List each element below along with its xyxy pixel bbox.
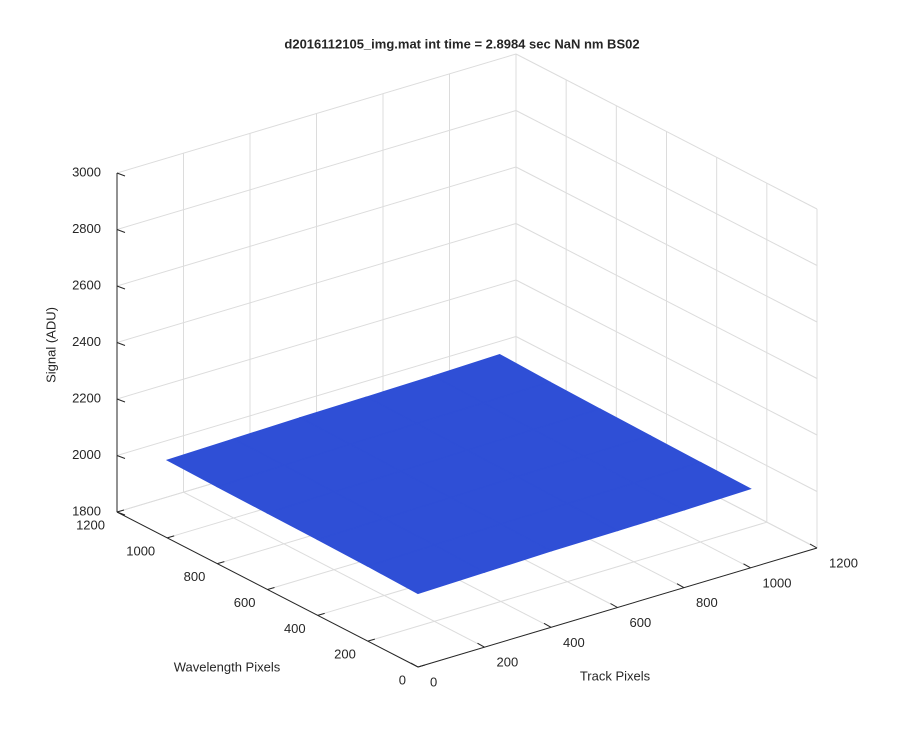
chart-title: d2016112105_img.mat int time = 2.8984 se… [284,36,639,51]
grid-line [367,521,767,642]
z-tick [116,511,126,516]
z-tick-label: 2800 [72,221,101,236]
y-tick-label: 1000 [126,543,155,558]
z-tick-label: 3000 [72,164,101,179]
y-tick [267,587,275,590]
x-tick [676,583,685,589]
grid-line [515,223,818,379]
grid-line [116,336,517,456]
x-tick-label: 800 [696,595,718,610]
x-tick [610,603,618,608]
grid-line [515,336,818,492]
y-tick [217,561,225,565]
grid-line [116,223,517,343]
x-tick-label: 1200 [829,555,858,570]
y-tick-label: 800 [184,569,206,584]
x-tick-label: 0 [430,674,437,689]
surface-patch [366,544,486,595]
grid-line [515,279,818,436]
grid-line [116,166,517,287]
z-tick [116,285,126,290]
z-tick-label: 1800 [72,503,101,518]
y-tick [367,638,375,642]
y-tick-label: 200 [334,647,356,662]
grid-line [515,53,818,210]
z-tick [116,398,126,403]
x-tick [743,563,751,569]
z-axis-label: Signal (ADU) [43,307,58,383]
y-tick [317,612,325,616]
z-tick-label: 2000 [72,447,101,462]
z-tick [116,172,126,177]
x-tick [543,622,552,628]
z-tick-label: 2600 [72,277,101,292]
x-axis-label: Track Pixels [580,668,651,683]
x-tick [477,642,485,648]
z-tick [116,342,126,346]
x-tick-label: 600 [630,615,652,630]
x-tick-label: 1000 [763,575,792,590]
y-tick-label: 1200 [76,517,105,532]
y-tick-label: 0 [399,672,406,687]
y-tick-label: 600 [234,595,256,610]
x-tick [809,543,818,549]
y-tick [116,509,125,513]
y-tick [417,664,426,668]
z-tick [116,229,126,233]
grid-line [515,110,818,266]
y-tick-label: 400 [284,621,306,636]
grid-line [116,53,517,174]
y-axis-label: Wavelength Pixels [174,659,281,674]
grid-line [515,166,818,323]
grid-line [116,110,517,230]
x-tick-label: 400 [563,635,585,650]
grid-line [116,279,517,400]
x-tick-label: 200 [497,655,519,670]
y-tick [167,535,175,539]
x-tick [410,662,419,668]
z-tick-label: 2200 [72,390,101,405]
z-tick-label: 2400 [72,334,101,349]
z-tick [116,455,126,459]
